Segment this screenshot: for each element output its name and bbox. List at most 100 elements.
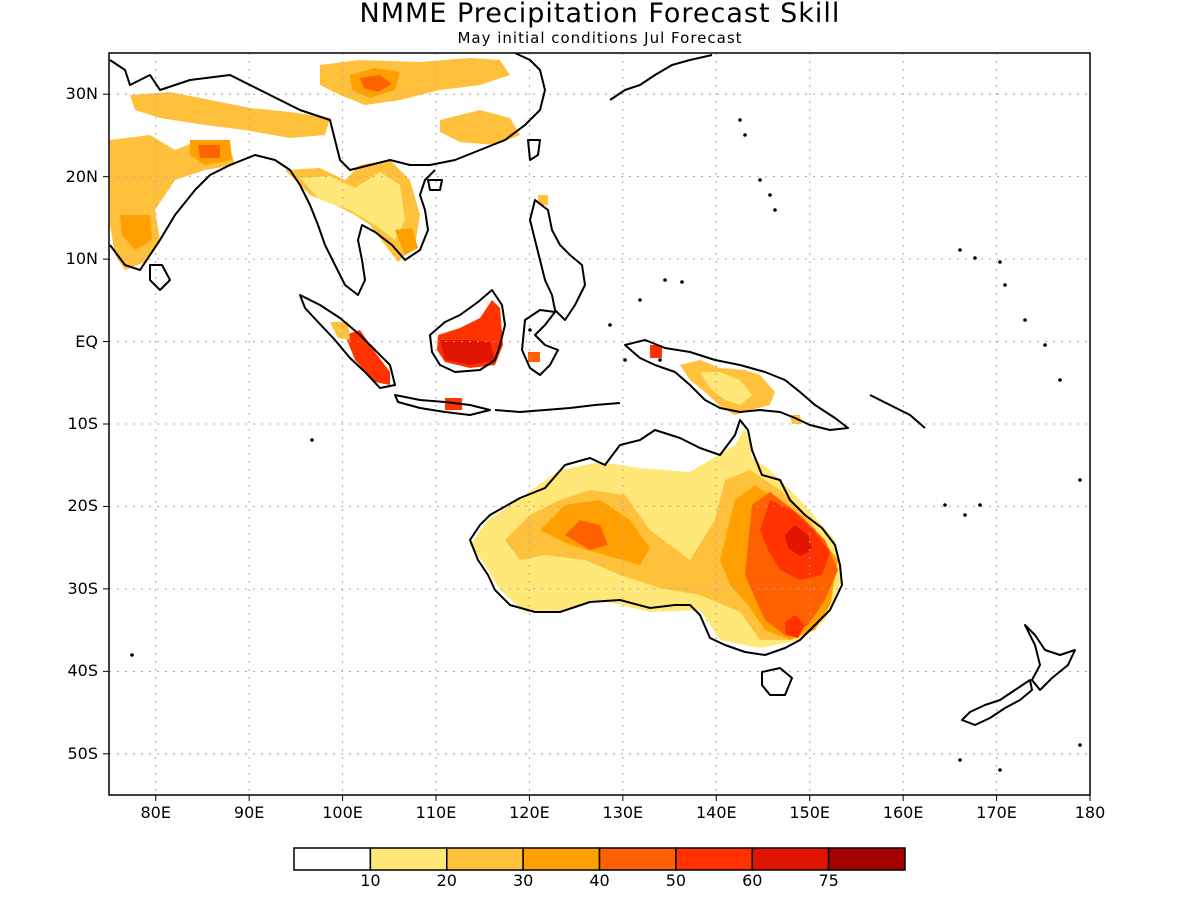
island-dot xyxy=(1058,378,1062,382)
lon-label: 110E xyxy=(415,803,457,822)
island-dot xyxy=(978,503,982,507)
skill-region-cape-york-10 xyxy=(735,428,752,470)
coastline-java xyxy=(394,394,491,416)
coastline-sumatra xyxy=(299,294,396,389)
skill-region-australia-60 xyxy=(785,525,812,556)
coastline-hainan xyxy=(427,179,443,191)
island-dot xyxy=(758,178,762,182)
coastline-borneo xyxy=(429,289,506,373)
skill-region-tibet-20 xyxy=(320,58,510,105)
map-subtitle: May initial conditions Jul Forecast xyxy=(457,29,743,47)
coastline-solomons xyxy=(869,394,926,429)
colorbar-swatch xyxy=(675,847,753,871)
lat-label: 50S xyxy=(67,743,98,763)
colorbar-swatch xyxy=(522,847,601,871)
lon-label: 180 xyxy=(1074,803,1106,822)
colorbar-swatch xyxy=(369,847,448,871)
lat-label: 20N xyxy=(65,166,98,186)
coastline-philippines xyxy=(529,199,586,321)
lon-label: 90E xyxy=(233,803,265,822)
island-dot xyxy=(1078,743,1082,747)
skill-region-indochina-10 xyxy=(300,172,405,240)
island-dot xyxy=(998,768,1002,772)
skill-region-sulawesi-40 xyxy=(528,352,540,362)
grid-lines xyxy=(103,53,1091,801)
lat-label: 30N xyxy=(65,84,98,104)
island-dot xyxy=(998,260,1002,264)
map-frame xyxy=(108,52,1091,796)
island-dot xyxy=(658,358,662,362)
lon-label: 140E xyxy=(695,803,737,822)
island-dot xyxy=(973,256,977,260)
colorbar-label: 10 xyxy=(360,871,381,890)
coastline-tasmania xyxy=(761,667,793,696)
colorbar-swatch xyxy=(827,847,906,871)
skill-region-new-guinea-10 xyxy=(700,372,752,405)
skill-region-philippines-20 xyxy=(538,195,548,205)
colorbar-label: 75 xyxy=(818,871,839,890)
coastline-taiwan xyxy=(527,139,541,161)
colorbar-swatch xyxy=(598,847,677,871)
skill-region-new-guinea-50 xyxy=(650,345,662,358)
island-dot xyxy=(1023,318,1027,322)
lon-label: 80E xyxy=(140,803,171,822)
colorbar-swatch xyxy=(751,847,830,871)
skill-region-borneo-60 xyxy=(440,340,495,365)
island-dot xyxy=(680,280,684,284)
colorbar-label: 40 xyxy=(589,871,610,890)
skill-region-australia-40b xyxy=(565,520,608,550)
island-dot xyxy=(608,323,612,327)
lon-label: 170E xyxy=(976,803,1017,822)
coastline-new-zealand-north xyxy=(1024,624,1076,691)
lon-label: 130E xyxy=(602,803,644,822)
coastline-japan xyxy=(609,54,713,101)
skill-region-sumatra-20 xyxy=(330,322,350,340)
island-dot xyxy=(623,358,627,362)
skill-shading xyxy=(110,58,842,648)
island-dot xyxy=(773,208,777,212)
lat-label: 40S xyxy=(67,661,98,681)
skill-region-india-south-30 xyxy=(120,215,152,250)
lon-label: 150E xyxy=(789,803,831,822)
skill-region-sumatra-50 xyxy=(345,330,390,385)
skill-region-india-40 xyxy=(198,145,220,158)
island-dot xyxy=(738,118,742,122)
coastline-new-guinea xyxy=(624,339,849,431)
map-title: NMME Precipitation Forecast Skill xyxy=(359,0,841,29)
colorbar-label: 60 xyxy=(742,871,763,890)
coastline-sulawesi xyxy=(521,309,559,376)
lat-label: 30S xyxy=(67,578,98,598)
colorbar-label: 50 xyxy=(665,871,687,890)
island-dot xyxy=(663,278,667,282)
colorbar-swatch xyxy=(293,847,372,871)
island-dot xyxy=(743,133,747,137)
skill-region-china-east-20 xyxy=(440,110,520,145)
coastline-new-zealand-south xyxy=(961,679,1033,726)
island-dot xyxy=(1043,343,1047,347)
colorbar-label: 30 xyxy=(512,871,534,890)
island-dot xyxy=(1078,478,1082,482)
lat-label: EQ xyxy=(75,331,98,351)
coastline-australia xyxy=(469,419,843,656)
colorbar-swatch xyxy=(446,847,524,871)
coastline-sri-lanka xyxy=(149,264,171,291)
island-dot xyxy=(528,328,532,332)
island-dot xyxy=(638,298,642,302)
island-dot xyxy=(958,248,962,252)
coastline-lesser-sunda xyxy=(494,402,621,413)
lon-label: 100E xyxy=(322,803,363,822)
island-dot xyxy=(130,653,134,657)
skill-region-tibet-40 xyxy=(360,75,392,92)
coastline-asia-mainland xyxy=(109,53,546,296)
island-dot xyxy=(958,758,962,762)
island-dot xyxy=(1003,283,1007,287)
skill-region-vietnam-30 xyxy=(395,228,418,255)
island-dot xyxy=(310,438,314,442)
coastlines xyxy=(109,53,1076,726)
lon-label: 120E xyxy=(509,803,550,822)
island-dot xyxy=(768,193,772,197)
lat-label: 10N xyxy=(65,249,98,269)
island-dot xyxy=(943,503,947,507)
skill-region-nsw-50 xyxy=(785,615,805,638)
